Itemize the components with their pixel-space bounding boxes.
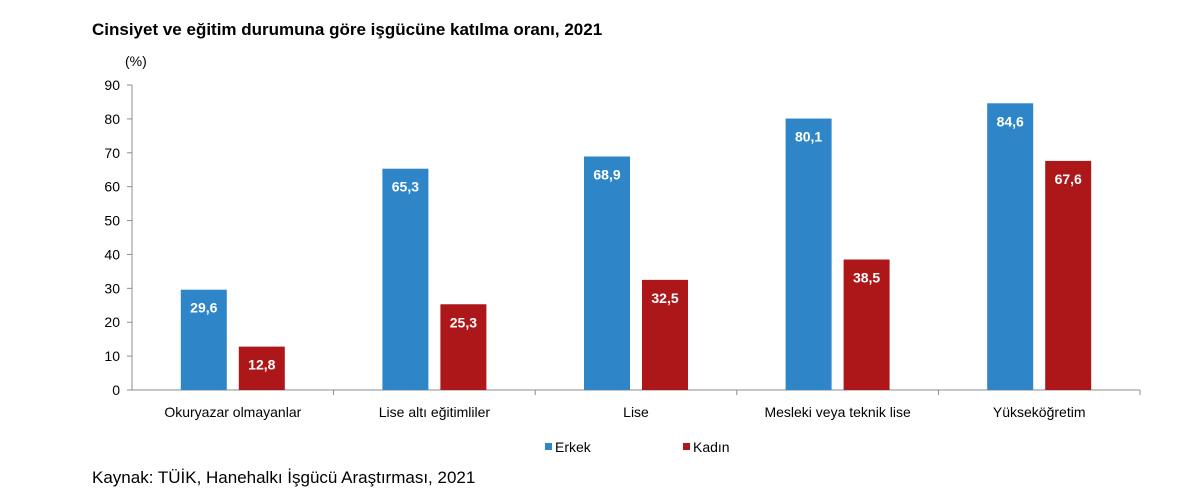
legend-swatch — [683, 443, 690, 450]
x-category-label: Yükseköğretim — [993, 404, 1086, 420]
bar-value-label: 84,6 — [997, 113, 1024, 129]
x-category-label: Lise altı eğitimliler — [379, 404, 491, 420]
y-tick-label: 70 — [104, 145, 120, 161]
bar-erkek — [785, 118, 832, 391]
y-tick-label: 50 — [104, 213, 120, 229]
bar-value-label: 25,3 — [450, 314, 477, 330]
x-category-label: Okuryazar olmayanlar — [164, 404, 301, 420]
bar-value-label: 67,6 — [1055, 171, 1082, 187]
y-tick-label: 60 — [104, 179, 120, 195]
bar-value-label: 38,5 — [853, 270, 880, 286]
y-tick-label: 90 — [104, 77, 120, 93]
bar-value-label: 12,8 — [248, 357, 275, 373]
bar-value-label: 68,9 — [593, 167, 620, 183]
legend-label: Kadın — [693, 439, 730, 455]
legend-swatch — [545, 443, 552, 450]
bar-value-label: 29,6 — [190, 300, 217, 316]
y-tick-label: 0 — [112, 382, 120, 398]
chart-axes: 0 10 20 30 40 50 60 70 80 90 Okuryazar olmayanlar L… — [104, 77, 1141, 420]
y-tick-label: 30 — [104, 280, 120, 296]
bar-erkek — [987, 103, 1034, 391]
chart-legend: Erkek Kadın — [545, 439, 730, 455]
chart-title: Cinsiyet ve eğitim durumuna göre işgücün… — [92, 20, 603, 39]
y-tick-label: 10 — [104, 348, 120, 364]
y-tick-label: 40 — [104, 246, 120, 262]
bar-kadin — [238, 346, 285, 390]
x-category-label: Mesleki veya teknik lise — [764, 404, 910, 420]
legend-label: Erkek — [555, 439, 592, 455]
x-category-label: Lise — [623, 404, 649, 420]
bar-kadin — [843, 259, 890, 390]
bar-value-label: 32,5 — [651, 290, 678, 306]
y-unit-label: (%) — [125, 53, 147, 69]
bar-erkek — [180, 289, 227, 390]
source-note: Kaynak: TÜİK, Hanehalkı İşgücü Araştırma… — [92, 468, 476, 487]
bar-kadin — [642, 279, 688, 390]
chart-bars: 29,6 12,8 65,3 25,3 68,9 32,5 80,1 38,5 84,6 67,6 — [180, 103, 1092, 391]
bar-kadin — [440, 304, 487, 390]
bar-erkek — [382, 168, 429, 390]
bar-erkek — [584, 156, 630, 390]
bar-value-label: 80,1 — [795, 129, 822, 145]
bar-kadin — [1045, 160, 1092, 390]
y-tick-label: 80 — [104, 111, 120, 127]
y-tick-label: 20 — [104, 314, 120, 330]
bar-value-label: 65,3 — [392, 179, 419, 195]
